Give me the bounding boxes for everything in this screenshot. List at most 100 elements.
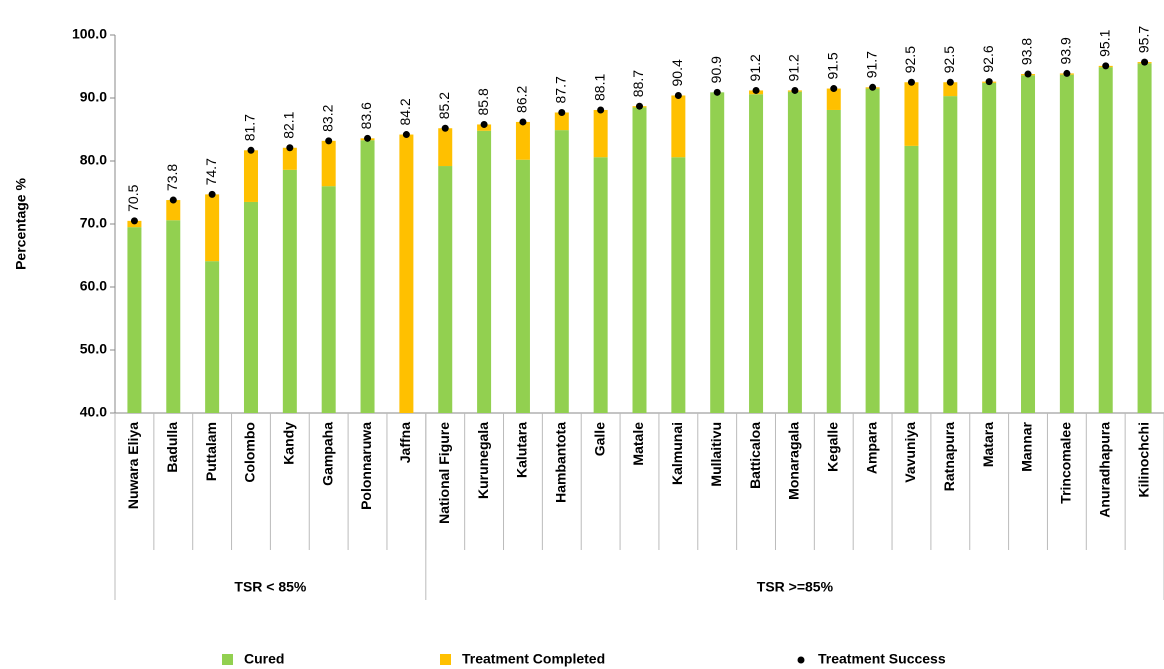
- x-tick-label: Galle: [591, 422, 607, 456]
- x-tick-label: Anuradhapura: [1096, 422, 1112, 518]
- data-label: 92.5: [902, 46, 918, 73]
- bar-segment: [982, 82, 997, 413]
- bar-segment: [826, 109, 841, 413]
- success-dot: [752, 86, 760, 94]
- x-tick-label: Badulla: [164, 422, 180, 473]
- success-dot: [907, 78, 915, 86]
- success-dot: [985, 78, 993, 86]
- bar-segment: [282, 169, 297, 413]
- bar-segment: [205, 261, 220, 413]
- success-dot: [1063, 69, 1071, 77]
- x-tick-label: Kilinochchi: [1135, 422, 1151, 497]
- bar-segment: [593, 109, 608, 158]
- legend-label: Treatment Completed: [462, 651, 605, 667]
- success-dot: [286, 144, 294, 152]
- bar-segment: [166, 200, 181, 221]
- group-label: TSR < 85%: [234, 579, 307, 595]
- x-tick-label: Hambantota: [552, 422, 568, 503]
- bar-segment: [826, 88, 841, 110]
- bar-segment: [243, 201, 258, 413]
- x-tick-label: Mullaitivu: [708, 422, 724, 487]
- data-label: 83.6: [358, 102, 374, 129]
- success-dot: [208, 190, 216, 198]
- y-tick-label: 60.0: [80, 278, 107, 294]
- x-tick-label: Trincomalee: [1058, 422, 1074, 504]
- legend-swatch: [222, 654, 233, 665]
- legend-label: Cured: [244, 651, 284, 667]
- data-label: 92.6: [980, 45, 996, 72]
- success-dot: [325, 137, 333, 145]
- data-label: 92.5: [941, 46, 957, 73]
- legend-label: Treatment Success: [818, 651, 946, 667]
- bar-segment: [438, 128, 453, 167]
- bar-segment: [943, 82, 958, 97]
- bar-segment: [127, 227, 142, 413]
- success-dot: [869, 83, 877, 91]
- success-dot: [1102, 62, 1110, 70]
- success-dot: [597, 106, 605, 114]
- x-tick-label: Polonnaruwa: [358, 422, 374, 510]
- data-label: 87.7: [552, 76, 568, 103]
- bar-segment: [438, 166, 453, 413]
- success-dot: [1141, 58, 1149, 66]
- bar-segment: [749, 94, 764, 413]
- bar-segment: [477, 130, 492, 413]
- success-dot: [402, 131, 410, 139]
- x-tick-label: Ratnapura: [941, 422, 957, 491]
- data-label: 85.2: [436, 92, 452, 119]
- x-tick-label: Matara: [980, 422, 996, 467]
- data-label: 74.7: [203, 158, 219, 185]
- x-tick-label: Jaffna: [397, 422, 413, 463]
- bar-segment: [554, 130, 569, 413]
- success-dot: [713, 88, 721, 96]
- bar-segment: [904, 82, 919, 146]
- x-tick-label: Kalmunai: [669, 422, 685, 485]
- legend-swatch: [797, 656, 805, 664]
- bar-segment: [515, 159, 530, 413]
- success-dot: [247, 146, 255, 154]
- data-label: 81.7: [242, 114, 258, 141]
- bar-segment: [360, 140, 375, 413]
- data-label: 91.5: [824, 52, 840, 79]
- data-label: 84.2: [397, 98, 413, 125]
- x-tick-label: Matale: [630, 422, 646, 466]
- data-label: 91.7: [863, 51, 879, 78]
- success-dot: [169, 196, 177, 204]
- bar-segment: [671, 157, 686, 413]
- bar-segment: [943, 96, 958, 414]
- y-tick-label: 70.0: [80, 215, 107, 231]
- y-tick-label: 40.0: [80, 404, 107, 420]
- y-axis-label: Percentage %: [13, 178, 29, 270]
- data-label: 93.8: [1019, 38, 1035, 65]
- data-label: 93.9: [1058, 37, 1074, 64]
- bar-segment: [1021, 75, 1036, 413]
- bar-segment: [1098, 67, 1113, 413]
- y-tick-label: 80.0: [80, 152, 107, 168]
- data-label: 91.2: [747, 54, 763, 81]
- data-label: 90.4: [669, 59, 685, 86]
- data-label: 73.8: [164, 164, 180, 191]
- y-tick-label: 100.0: [72, 26, 107, 42]
- data-label: 91.2: [786, 54, 802, 81]
- success-dot: [946, 78, 954, 86]
- x-tick-label: Monaragala: [786, 422, 802, 500]
- bar-segment: [399, 134, 414, 414]
- x-tick-label: Batticaloa: [747, 422, 763, 489]
- x-tick-label: Puttalam: [203, 422, 219, 481]
- bar-segment: [1137, 63, 1152, 413]
- success-dot: [830, 85, 838, 93]
- success-dot: [480, 120, 488, 128]
- bar-segment: [166, 220, 181, 413]
- data-label: 70.5: [125, 184, 141, 211]
- x-tick-label: Colombo: [242, 422, 258, 483]
- x-tick-label: Kurunegala: [475, 422, 491, 499]
- bar-segment: [671, 95, 686, 158]
- legend-swatch: [440, 654, 451, 665]
- bar-segment: [554, 112, 569, 131]
- bar-segment: [593, 157, 608, 413]
- bar-segment: [321, 140, 336, 187]
- bar-segment: [710, 92, 725, 413]
- x-tick-label: Vavuniya: [902, 422, 918, 483]
- bar-segment: [1059, 74, 1074, 413]
